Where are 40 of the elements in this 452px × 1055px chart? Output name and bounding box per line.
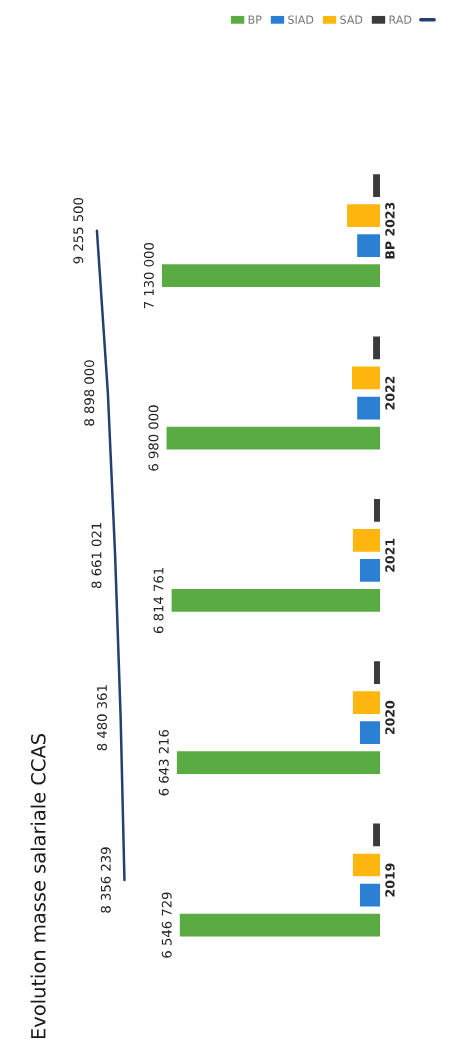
y-tick-label: 2021 (385, 538, 395, 572)
bar (352, 691, 381, 715)
bar (166, 426, 381, 450)
bar (359, 721, 381, 745)
bar (171, 589, 381, 612)
bar (359, 883, 381, 907)
data-label: 9 255 500 (73, 197, 84, 264)
bar (357, 234, 381, 258)
y-tick-label: BP 2023 (385, 202, 395, 259)
bar (357, 396, 381, 420)
bar (359, 558, 381, 582)
bar (374, 498, 381, 522)
legend-label: RAD (389, 15, 412, 24)
data-label: 8 898 000 (84, 360, 95, 426)
y-tick-label: 2020 (385, 700, 395, 735)
legend-label: SIAD (288, 15, 314, 24)
bar (347, 204, 381, 228)
legend-label: BP (248, 15, 262, 24)
bar (161, 264, 381, 288)
bar (352, 528, 381, 552)
y-tick-label: 2022 (385, 376, 395, 410)
legend-label: SAD (340, 15, 363, 24)
bar (373, 823, 381, 847)
bar (373, 174, 381, 197)
data-label: 8 480 361 (97, 685, 107, 751)
text: Evolution masse salariale CCAS (30, 733, 46, 1039)
bar (176, 751, 381, 775)
bar (373, 336, 381, 360)
data-label: 6 546 729 (161, 892, 172, 958)
data-label: 8 661 021 (91, 522, 102, 589)
bar (179, 913, 381, 937)
y-tick-label: 2019 (385, 863, 395, 897)
bar (374, 661, 381, 684)
bar (351, 366, 381, 390)
data-label: 7 130 000 (143, 243, 154, 309)
bar (352, 853, 381, 877)
data-label: 6 643 216 (158, 729, 169, 796)
data-label: 6 814 761 (153, 568, 164, 634)
data-label: 6 980 000 (148, 405, 159, 471)
data-label: 8 356 239 (100, 847, 111, 913)
